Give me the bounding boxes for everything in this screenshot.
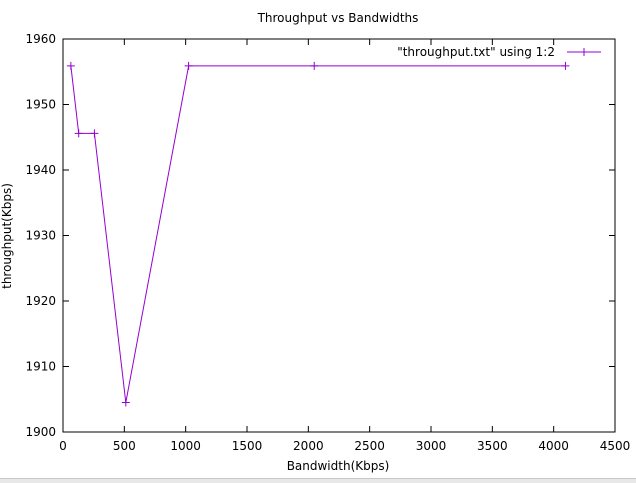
- y-tick-label: 1930: [25, 229, 56, 243]
- x-tick-label: 1500: [232, 439, 263, 453]
- x-tick-label: 2000: [293, 439, 324, 453]
- y-tick-label: 1940: [25, 163, 56, 177]
- legend-marker-plus: [580, 48, 588, 56]
- data-point-marker: [121, 398, 130, 407]
- data-point-marker: [561, 61, 570, 70]
- data-point-marker: [310, 61, 319, 70]
- x-tick-label: 4500: [600, 439, 631, 453]
- legend-label: "throughput.txt" using 1:2: [397, 45, 555, 59]
- x-tick-label: 4000: [538, 439, 569, 453]
- chart-title: Throughput vs Bandwidths: [257, 11, 419, 25]
- data-point-marker: [90, 129, 99, 138]
- legend: "throughput.txt" using 1:2: [397, 45, 601, 59]
- series-line: [70, 65, 566, 403]
- y-tick-label: 1960: [25, 32, 56, 46]
- y-tick-label: 1900: [25, 425, 56, 439]
- data-point-marker: [74, 129, 83, 138]
- x-tick-label: 1000: [170, 439, 201, 453]
- data-point-marker: [66, 61, 75, 70]
- series-layer: [66, 61, 570, 407]
- y-tick-label: 1950: [25, 98, 56, 112]
- y-axis-ticks: 1900 1910 1920 1930 1940 1950 1960: [25, 32, 615, 439]
- window-bottom-edge: [0, 478, 636, 483]
- x-axis-ticks: 0 500 1000 1500 2000 2500 3000 3500 4000 4500: [59, 39, 630, 453]
- x-tick-label: 3000: [416, 439, 447, 453]
- y-tick-label: 1910: [25, 360, 56, 374]
- x-tick-label: 0: [59, 439, 67, 453]
- plot-frame: [62, 38, 616, 433]
- x-tick-label: 2500: [354, 439, 385, 453]
- x-tick-label: 500: [113, 439, 136, 453]
- y-axis-label: throughput(Kbps): [0, 183, 14, 289]
- x-tick-label: 3500: [477, 439, 508, 453]
- x-axis-label: Bandwidth(Kbps): [287, 459, 390, 473]
- data-point-marker: [184, 61, 193, 70]
- legend-marker: [580, 48, 588, 56]
- y-tick-label: 1920: [25, 294, 56, 308]
